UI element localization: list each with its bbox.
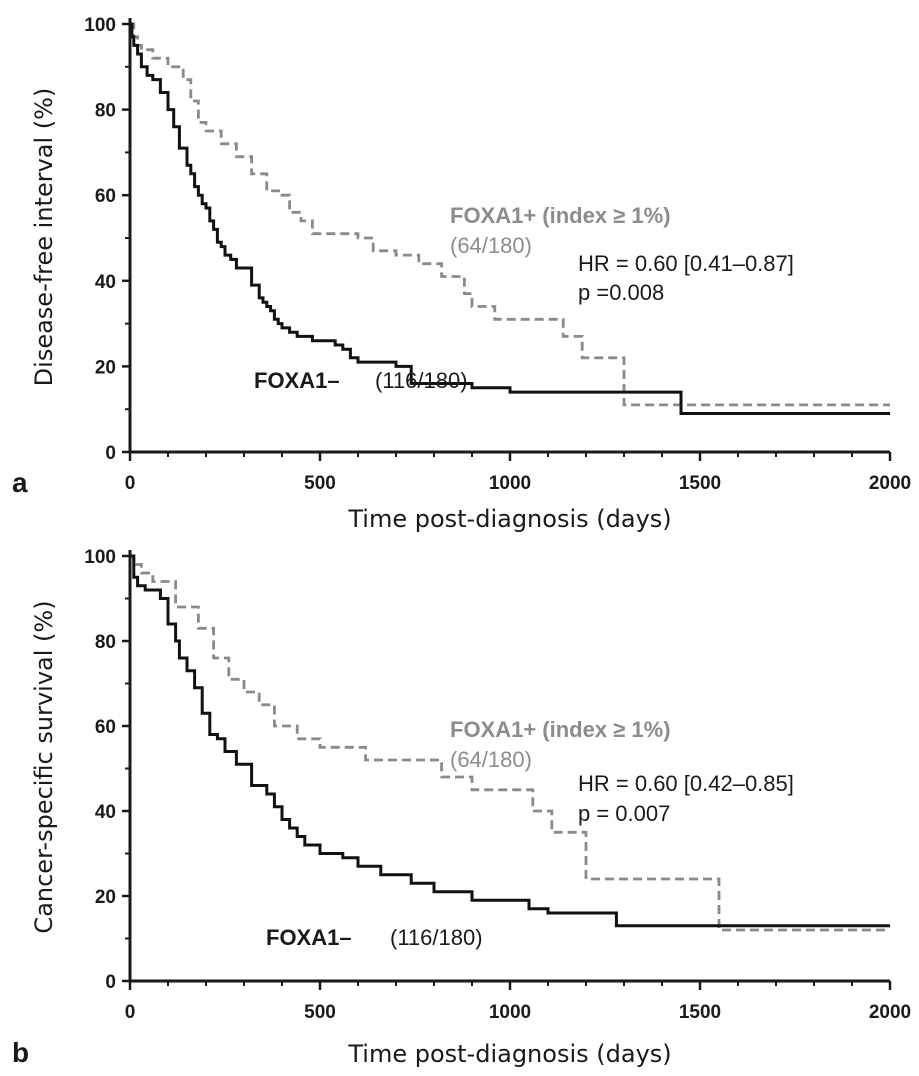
foxa1-positive-curve xyxy=(130,22,890,407)
y-tick-label: 60 xyxy=(95,717,116,738)
panel-b-negative-count: (116/180) xyxy=(390,925,483,950)
panel-a-p-value: p =0.008 xyxy=(578,280,664,305)
panel-b-y-axis-title: Cancer-specific survival (%) xyxy=(30,600,58,933)
y-tick-label: 0 xyxy=(105,972,116,993)
y-tick-label: 100 xyxy=(84,15,116,36)
panel-b-positive-count: (64/180) xyxy=(450,747,532,772)
panel-a-negative-label: FOXA1– xyxy=(254,368,340,393)
x-tick-label: 0 xyxy=(125,473,136,494)
x-tick-label: 2000 xyxy=(869,1002,911,1023)
panel-b-hazard-ratio: HR = 0.60 [0.42–0.85] xyxy=(578,771,794,796)
panel-b-negative-label: FOXA1– xyxy=(266,925,352,950)
x-tick-label: 500 xyxy=(304,473,336,494)
panel-b-label: b xyxy=(12,1037,29,1068)
y-tick-label: 60 xyxy=(95,186,116,207)
y-tick-label: 20 xyxy=(95,887,116,908)
panel-a-label: a xyxy=(12,467,28,498)
y-tick-label: 80 xyxy=(95,632,116,653)
y-tick-label: 40 xyxy=(95,802,116,823)
panel-b-positive-label: FOXA1+ (index ≥ 1%) xyxy=(450,717,671,742)
x-tick-label: 2000 xyxy=(869,473,911,494)
y-tick-label: 100 xyxy=(84,547,116,568)
panel-a-x-axis-title: Time post-diagnosis (days) xyxy=(347,505,671,533)
panel-b-x-axis-title: Time post-diagnosis (days) xyxy=(347,1040,671,1068)
panel-a-positive-label: FOXA1+ (index ≥ 1%) xyxy=(450,203,671,228)
panel-a-negative-count: (116/180) xyxy=(375,368,468,393)
y-tick-label: 20 xyxy=(95,357,116,378)
x-tick-label: 1000 xyxy=(489,1002,531,1023)
y-tick-label: 0 xyxy=(105,443,116,464)
x-tick-label: 1000 xyxy=(489,473,531,494)
panel-a-positive-count: (64/180) xyxy=(450,233,532,258)
foxa1-negative-curve xyxy=(130,22,890,415)
panel-a-series-layer xyxy=(130,22,890,415)
panel-a-hazard-ratio: HR = 0.60 [0.41–0.87] xyxy=(578,251,794,276)
x-tick-label: 0 xyxy=(125,1002,136,1023)
y-tick-label: 80 xyxy=(95,101,116,122)
x-tick-label: 1500 xyxy=(679,1002,721,1023)
x-tick-label: 1500 xyxy=(679,473,721,494)
y-tick-label: 40 xyxy=(95,272,116,293)
panel-b-series-layer xyxy=(130,554,890,932)
panel-b-p-value: p = 0.007 xyxy=(578,801,670,826)
foxa1-negative-curve xyxy=(130,554,890,928)
panel-a-y-axis-title: Disease-free interval (%) xyxy=(30,88,58,387)
x-tick-label: 500 xyxy=(304,1002,336,1023)
foxa1-positive-curve xyxy=(130,554,890,932)
